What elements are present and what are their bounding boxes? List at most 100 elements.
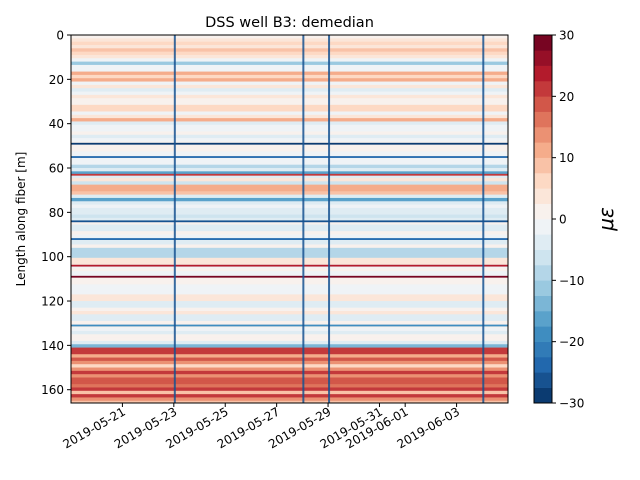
heatmap-strain-line [71, 142, 508, 145]
colorbar-segment [534, 341, 552, 358]
colorbar-segment [534, 234, 552, 250]
heatmap-row [71, 94, 508, 99]
heatmap-row [71, 134, 508, 139]
heatmap-row [71, 354, 508, 358]
colorbar-segment [534, 326, 552, 342]
heatmap-strain-line [71, 156, 508, 158]
plot-frame [70, 34, 509, 404]
heatmap-row [71, 291, 508, 295]
colorbar-segment [534, 96, 552, 112]
heatmap-row [71, 257, 508, 262]
heatmap-row [71, 241, 508, 245]
heatmap-row [71, 197, 508, 202]
heatmap-row [71, 287, 508, 292]
heatmap-row [71, 108, 508, 112]
colorbar-axis: 30 20 10 0 −10 −20 −30 [552, 29, 584, 411]
colorbar-segment [534, 219, 552, 235]
heatmap-row [71, 247, 508, 252]
heatmap-row [71, 201, 508, 206]
heatmap-row [71, 177, 508, 182]
heatmap-row [71, 307, 508, 312]
y-tick-label: 140 [41, 339, 64, 353]
heatmap-row [71, 35, 508, 39]
colorbar-segment [534, 35, 552, 51]
colorbar-segment [534, 142, 552, 158]
heatmap-row [71, 148, 508, 152]
heatmap-row [71, 194, 508, 199]
heatmap-row [71, 64, 508, 69]
heatmap-row [71, 51, 508, 56]
heatmap-row [71, 334, 508, 339]
heatmap-row [71, 114, 508, 119]
heatmap-row [71, 337, 508, 342]
heatmap-row [71, 267, 508, 272]
heatmap-strain-line [71, 324, 508, 327]
colorbar-tick-label: −20 [559, 335, 584, 349]
heatmap-row [71, 168, 508, 172]
heatmap-event-column [328, 35, 331, 403]
x-axis: 2019-05-212019-05-232019-05-252019-05-27… [61, 403, 462, 451]
heatmap-row [71, 231, 508, 235]
colorbar-tick-label: −30 [559, 397, 584, 411]
heatmap-row [71, 294, 508, 299]
heatmap-event-column [173, 35, 176, 403]
heatmap-row [71, 124, 508, 129]
heatmap-area [71, 35, 508, 403]
heatmap-strain-line [71, 264, 508, 267]
heatmap-row [71, 384, 508, 388]
heatmap-row [71, 281, 508, 285]
y-axis: 0 20 40 60 80 100 120 140 160 [41, 29, 71, 397]
heatmap-row [71, 227, 508, 232]
heatmap-row [71, 81, 508, 86]
heatmap-event-column [302, 35, 305, 403]
heatmap-row [71, 44, 508, 49]
heatmap-row [71, 400, 508, 403]
heatmap-row [71, 320, 508, 325]
heatmap-row [71, 297, 508, 302]
heatmap-row [71, 380, 508, 385]
y-tick-label: 160 [41, 383, 64, 397]
heatmap-row [71, 171, 508, 176]
heatmap-strain-line [71, 173, 508, 176]
heatmap-row [71, 121, 508, 126]
colorbar-tick-label: −10 [559, 274, 584, 288]
heatmap-row [71, 277, 508, 282]
heatmap-row [71, 251, 508, 255]
colorbar-segment [534, 249, 552, 266]
heatmap-event-column [482, 35, 485, 403]
heatmap-row [71, 144, 508, 149]
colorbar-segment [534, 65, 552, 82]
heatmap-row [71, 234, 508, 239]
colorbar-segment [534, 357, 552, 373]
heatmap-row [71, 101, 508, 106]
heatmap-row [71, 217, 508, 222]
heatmap-row [71, 214, 508, 219]
heatmap-row [71, 347, 508, 352]
heatmap-row [71, 151, 508, 156]
heatmap-row [71, 98, 508, 102]
colorbar-tick-label: 30 [559, 29, 574, 43]
heatmap-row [71, 357, 508, 362]
heatmap-row [71, 138, 508, 142]
colorbar-segment [534, 203, 552, 220]
y-tick-label: 60 [49, 162, 64, 176]
heatmap-row [71, 191, 508, 196]
y-tick-label: 120 [41, 295, 64, 309]
heatmap-row [71, 261, 508, 265]
heatmap-row [71, 367, 508, 372]
colorbar-segment [534, 127, 552, 143]
heatmap-row [71, 374, 508, 378]
heatmap-row [71, 271, 508, 275]
colorbar [534, 35, 552, 404]
colorbar-segment [534, 311, 552, 327]
colorbar-tick-label: 10 [559, 151, 574, 165]
heatmap-row [71, 174, 508, 179]
heatmap-row [71, 301, 508, 305]
y-tick-label: 40 [49, 117, 64, 131]
heatmap-row [71, 104, 508, 109]
heatmap-strain-line [71, 275, 508, 278]
heatmap-row [71, 394, 508, 398]
heatmap-row [71, 224, 508, 229]
heatmap-row [71, 181, 508, 186]
